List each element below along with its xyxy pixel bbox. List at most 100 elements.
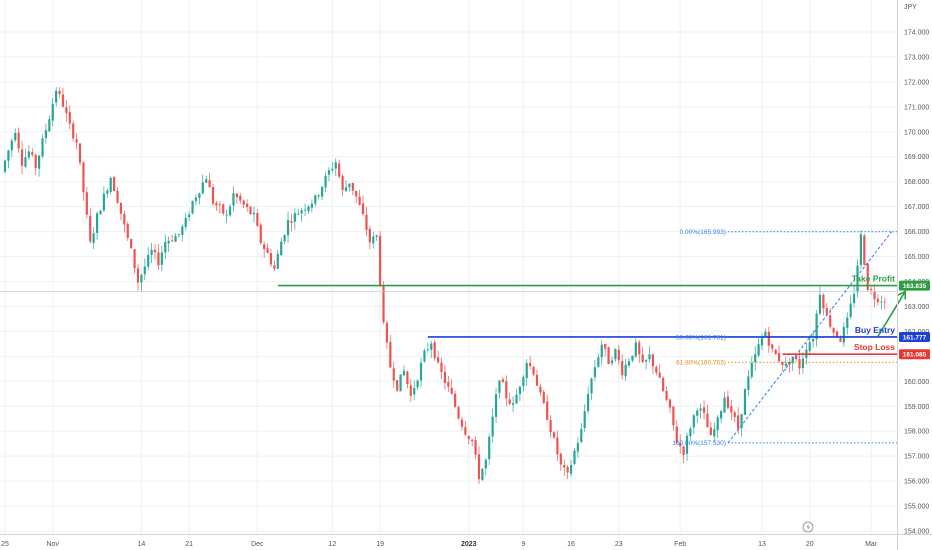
candle-body — [31, 152, 34, 155]
candle-body — [607, 347, 610, 365]
candle-body — [573, 450, 576, 464]
candle-body — [14, 132, 17, 141]
candle-body — [713, 429, 716, 437]
candle-body — [423, 350, 426, 362]
x-tick-label: 13 — [758, 541, 766, 548]
candle-body — [655, 367, 658, 373]
candle-body — [682, 446, 685, 455]
candle-body — [198, 193, 201, 199]
x-tick-label: Dec — [251, 541, 264, 548]
currency-label: JPY — [904, 4, 917, 11]
candle-body — [689, 428, 692, 436]
candle-body — [68, 111, 71, 124]
candle-body — [211, 187, 215, 204]
candle-body — [481, 468, 484, 480]
candle-body — [518, 386, 522, 395]
candle-body — [505, 381, 508, 399]
candle-body — [419, 362, 423, 381]
candle-body — [44, 130, 48, 139]
candle-body — [106, 190, 109, 194]
candle-body — [624, 364, 627, 377]
candle-body — [24, 157, 27, 167]
candle-body — [733, 412, 736, 417]
candle-body — [293, 213, 296, 222]
candle-body — [228, 206, 232, 216]
candle-body — [883, 301, 886, 303]
candle-body — [692, 415, 695, 428]
candle-body — [327, 170, 331, 175]
candle-body — [450, 387, 453, 394]
candle-body — [307, 206, 310, 212]
y-tick-label: 158.000 — [904, 429, 929, 436]
candle-body — [856, 265, 859, 293]
candle-body — [627, 361, 631, 366]
candle-body — [300, 210, 303, 214]
candle-body — [51, 103, 54, 121]
y-tick-label: 163.000 — [904, 304, 929, 311]
candle-body — [754, 354, 757, 363]
candle-body — [829, 315, 832, 327]
candle-body — [675, 426, 678, 444]
candle-body — [177, 233, 181, 235]
candle-body — [85, 192, 88, 215]
candle-body — [668, 399, 672, 408]
candle-body — [747, 376, 750, 391]
replay-icon[interactable] — [802, 521, 814, 533]
candle-body — [740, 414, 743, 429]
candle-body — [280, 241, 283, 256]
candle-body — [501, 379, 504, 383]
candle-body — [696, 410, 699, 416]
candle-body — [344, 187, 348, 192]
candle-body — [808, 342, 811, 351]
candle-body — [876, 298, 880, 303]
candle-body — [348, 183, 351, 188]
candle-body — [113, 177, 116, 192]
candle-body — [563, 465, 566, 468]
candle-body — [454, 393, 457, 407]
candle-body — [266, 248, 269, 254]
candle-body — [205, 179, 208, 183]
candle-body — [181, 226, 184, 235]
candle-body — [58, 91, 61, 94]
candle-body — [491, 416, 494, 437]
price-badge-text: 161.085 — [903, 352, 927, 359]
candle-body — [720, 411, 723, 419]
candle-body — [781, 361, 784, 366]
candle-body — [276, 253, 279, 269]
candle-body — [832, 328, 835, 333]
candle-body — [846, 317, 849, 328]
candle-body — [157, 252, 160, 266]
candle-body — [358, 196, 361, 205]
candle-body — [116, 190, 119, 203]
candle-body — [587, 394, 590, 411]
candle-body — [852, 293, 856, 304]
x-tick-label: Mar — [865, 541, 878, 548]
candle-body — [508, 399, 511, 404]
candle-body — [402, 370, 406, 376]
x-tick-label: 2023 — [461, 541, 477, 548]
candle-body — [859, 234, 863, 265]
y-tick-label: 168.000 — [904, 179, 929, 186]
candle-body — [849, 303, 852, 317]
candle-body — [730, 406, 733, 413]
y-tick-label: 165.000 — [904, 254, 929, 261]
candle-body — [225, 214, 228, 216]
candle-body — [679, 442, 682, 447]
candle-body — [170, 240, 174, 242]
candle-body — [777, 353, 781, 362]
candle-body — [583, 411, 586, 429]
candle-body — [290, 221, 293, 223]
candle-body — [119, 202, 123, 214]
candle-body — [409, 385, 412, 396]
candle-body — [648, 354, 651, 360]
candle-body — [92, 233, 95, 243]
labels: 0.00%(165.993) 50.00%(161.761) 61.80%(160.… — [672, 229, 930, 447]
y-tick-label: 156.000 — [904, 479, 929, 486]
candle-body — [638, 342, 641, 355]
candle-body — [743, 389, 747, 415]
candle-body — [535, 374, 539, 386]
candle-body — [126, 223, 129, 238]
y-tick-label: 167.000 — [904, 204, 929, 211]
